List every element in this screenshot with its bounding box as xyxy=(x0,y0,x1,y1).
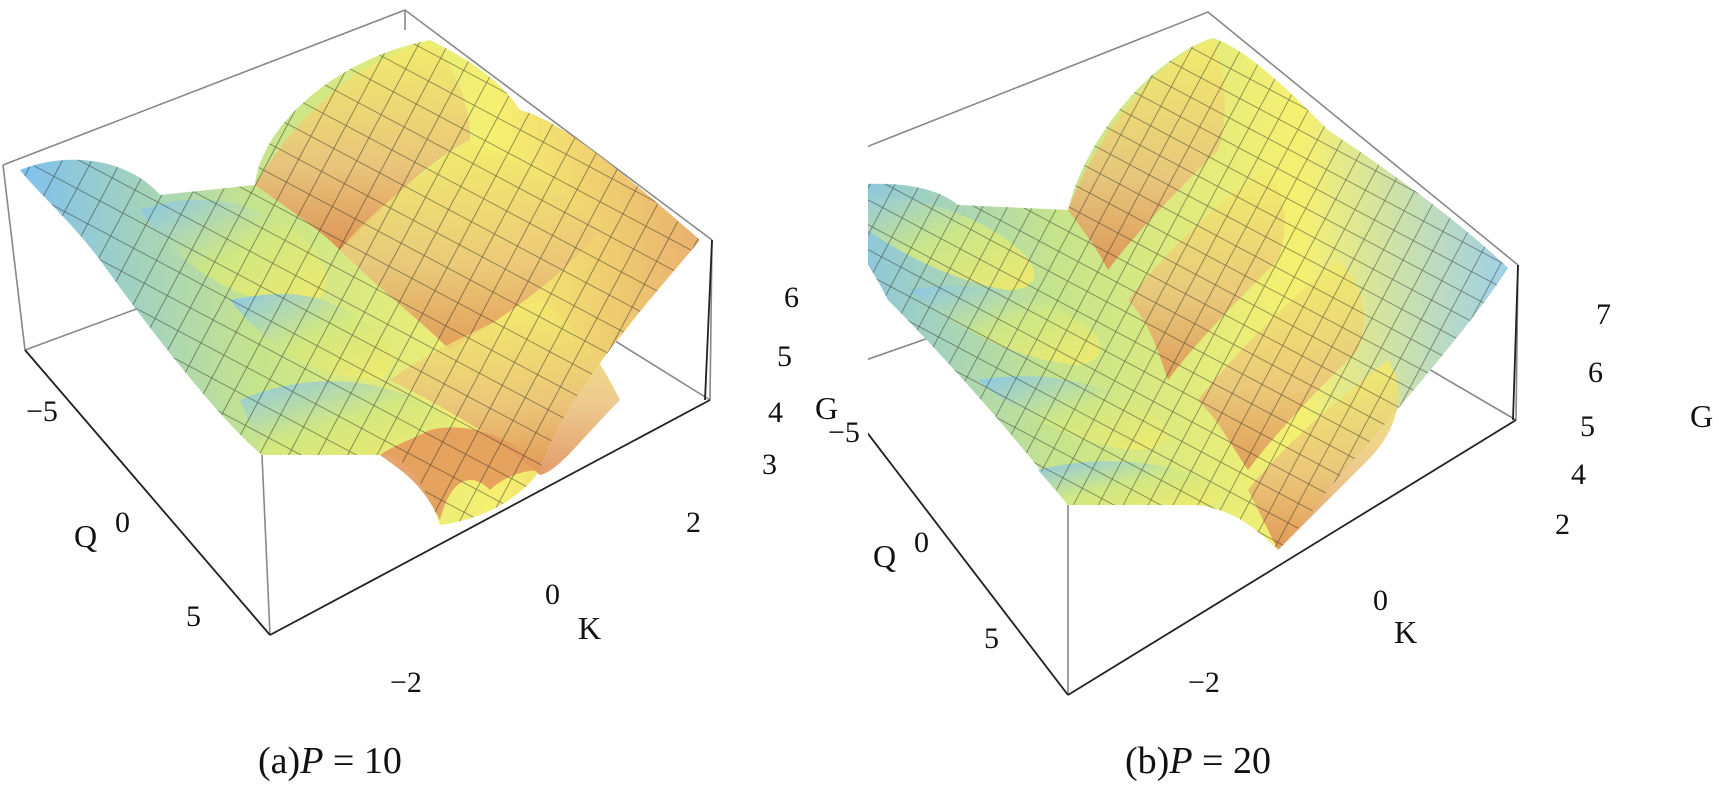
caption-a: (a)P = 10 xyxy=(258,742,402,780)
g-tick-6: 6 xyxy=(1588,356,1603,389)
g-tick-7: 7 xyxy=(1596,298,1611,331)
k-tick-neg2: −2 xyxy=(1188,666,1220,699)
q-tick-5: 5 xyxy=(984,622,999,655)
surface-a xyxy=(20,40,700,525)
axes-b xyxy=(868,264,1519,696)
g-tick-5: 5 xyxy=(777,340,792,373)
k-tick-2: 2 xyxy=(1555,508,1570,541)
k-axis-label: K xyxy=(1394,614,1418,650)
q-tick-neg5: −5 xyxy=(26,395,58,428)
g-tick-3: 3 xyxy=(762,448,777,481)
caption-a-prefix: (a) xyxy=(258,740,301,782)
caption-b-prefix: (b) xyxy=(1125,740,1170,782)
q-axis-label: Q xyxy=(873,538,897,574)
surface-plot-a xyxy=(2,9,713,636)
caption-b: (b)P = 20 xyxy=(1125,742,1271,780)
surface-b xyxy=(868,38,1508,550)
caption-b-var: P xyxy=(1169,740,1193,782)
caption-a-value: = 10 xyxy=(323,740,402,782)
g-axis-label: G xyxy=(1690,398,1713,434)
caption-a-var: P xyxy=(300,740,324,782)
q-tick-neg5: −5 xyxy=(828,416,860,449)
chart-panel-b: −5 0 5 Q −2 0 2 K 4 5 6 7 G (b)P = 20 xyxy=(828,0,1713,790)
k-tick-2: 2 xyxy=(686,506,701,539)
g-tick-5: 5 xyxy=(1580,410,1595,443)
q-axis-label: Q xyxy=(74,518,98,554)
k-axis-label: K xyxy=(578,610,602,646)
g-tick-4: 4 xyxy=(1571,458,1586,491)
g-tick-6: 6 xyxy=(784,281,799,314)
k-tick-0: 0 xyxy=(1373,584,1388,617)
q-tick-0: 0 xyxy=(115,506,130,539)
k-tick-0: 0 xyxy=(545,578,560,611)
chart-panel-a: −5 0 5 Q −2 0 2 K 3 4 5 6 G (a)P = 10 xyxy=(2,9,839,780)
axes-a xyxy=(24,239,713,636)
caption-b-value: = 20 xyxy=(1192,740,1271,782)
q-tick-0: 0 xyxy=(914,526,929,559)
q-tick-5: 5 xyxy=(186,600,201,633)
g-axis-label: G xyxy=(815,390,839,426)
surface-plot-b xyxy=(868,11,1519,696)
g-tick-4: 4 xyxy=(768,396,783,429)
k-tick-neg2: −2 xyxy=(390,666,422,699)
